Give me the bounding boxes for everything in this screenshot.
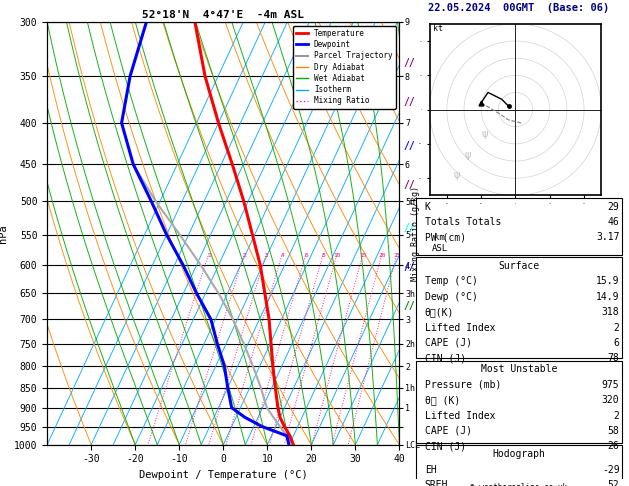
Text: CIN (J): CIN (J) bbox=[425, 353, 466, 364]
Text: //: // bbox=[403, 224, 415, 233]
Text: 14.9: 14.9 bbox=[596, 292, 620, 302]
Text: kt: kt bbox=[433, 24, 443, 33]
Text: //: // bbox=[403, 180, 415, 190]
Text: 26: 26 bbox=[608, 441, 620, 451]
Text: 318: 318 bbox=[602, 307, 620, 317]
Y-axis label: hPa: hPa bbox=[0, 224, 8, 243]
Text: Lifted Index: Lifted Index bbox=[425, 323, 495, 332]
Text: //: // bbox=[403, 301, 415, 311]
Text: ψ: ψ bbox=[464, 150, 470, 159]
Text: K: K bbox=[425, 202, 431, 211]
Text: 2: 2 bbox=[243, 253, 246, 259]
Text: Totals Totals: Totals Totals bbox=[425, 217, 501, 227]
Y-axis label: km
ASL: km ASL bbox=[431, 233, 447, 253]
Text: θᴇ(K): θᴇ(K) bbox=[425, 307, 454, 317]
Text: EH: EH bbox=[425, 465, 437, 474]
Bar bbox=[416, 257, 621, 358]
Text: 10: 10 bbox=[333, 253, 341, 259]
Text: CIN (J): CIN (J) bbox=[425, 441, 466, 451]
Text: 20: 20 bbox=[379, 253, 386, 259]
Text: Surface: Surface bbox=[498, 261, 540, 271]
Text: © weatheronline.co.uk: © weatheronline.co.uk bbox=[470, 484, 567, 486]
Title: 52°18'N  4°47'E  -4m ASL: 52°18'N 4°47'E -4m ASL bbox=[142, 10, 304, 20]
Text: θᴇ (K): θᴇ (K) bbox=[425, 395, 460, 405]
Legend: Temperature, Dewpoint, Parcel Trajectory, Dry Adiabat, Wet Adiabat, Isotherm, Mi: Temperature, Dewpoint, Parcel Trajectory… bbox=[293, 26, 396, 108]
Text: 6: 6 bbox=[304, 253, 308, 259]
Text: 52: 52 bbox=[608, 480, 620, 486]
Text: 6: 6 bbox=[613, 338, 620, 348]
Text: 975: 975 bbox=[602, 380, 620, 390]
Text: Mixing Ratio (g/kg): Mixing Ratio (g/kg) bbox=[411, 186, 420, 281]
Text: ψ: ψ bbox=[454, 170, 460, 180]
Text: PW (cm): PW (cm) bbox=[425, 232, 466, 243]
Text: Most Unstable: Most Unstable bbox=[481, 364, 557, 374]
Text: 25: 25 bbox=[393, 253, 401, 259]
Text: -29: -29 bbox=[602, 465, 620, 474]
Bar bbox=[416, 361, 621, 443]
Text: //: // bbox=[403, 262, 415, 272]
Text: //: // bbox=[403, 141, 415, 151]
Text: ψ: ψ bbox=[481, 129, 487, 139]
Text: 2: 2 bbox=[613, 323, 620, 332]
Text: 46: 46 bbox=[608, 217, 620, 227]
Text: 4: 4 bbox=[281, 253, 284, 259]
Text: 15.9: 15.9 bbox=[596, 277, 620, 286]
Text: Temp (°C): Temp (°C) bbox=[425, 277, 477, 286]
Text: 8: 8 bbox=[321, 253, 325, 259]
Text: 3: 3 bbox=[264, 253, 268, 259]
Text: CAPE (J): CAPE (J) bbox=[425, 338, 472, 348]
Bar bbox=[416, 198, 621, 255]
Text: CAPE (J): CAPE (J) bbox=[425, 426, 472, 436]
Text: Lifted Index: Lifted Index bbox=[425, 411, 495, 420]
Text: SREH: SREH bbox=[425, 480, 448, 486]
Bar bbox=[416, 445, 621, 481]
Text: 22.05.2024  00GMT  (Base: 06): 22.05.2024 00GMT (Base: 06) bbox=[428, 3, 610, 14]
Text: Dewp (°C): Dewp (°C) bbox=[425, 292, 477, 302]
Text: 320: 320 bbox=[602, 395, 620, 405]
Text: 15: 15 bbox=[359, 253, 367, 259]
Text: Hodograph: Hodograph bbox=[493, 449, 545, 459]
Text: //: // bbox=[403, 58, 415, 68]
Text: 58: 58 bbox=[608, 426, 620, 436]
Text: //: // bbox=[403, 97, 415, 107]
X-axis label: Dewpoint / Temperature (°C): Dewpoint / Temperature (°C) bbox=[139, 470, 308, 480]
Text: 2: 2 bbox=[613, 411, 620, 420]
Text: Pressure (mb): Pressure (mb) bbox=[425, 380, 501, 390]
Text: 3.17: 3.17 bbox=[596, 232, 620, 243]
Text: 78: 78 bbox=[608, 353, 620, 364]
Text: 1: 1 bbox=[207, 253, 211, 259]
Text: 29: 29 bbox=[608, 202, 620, 211]
